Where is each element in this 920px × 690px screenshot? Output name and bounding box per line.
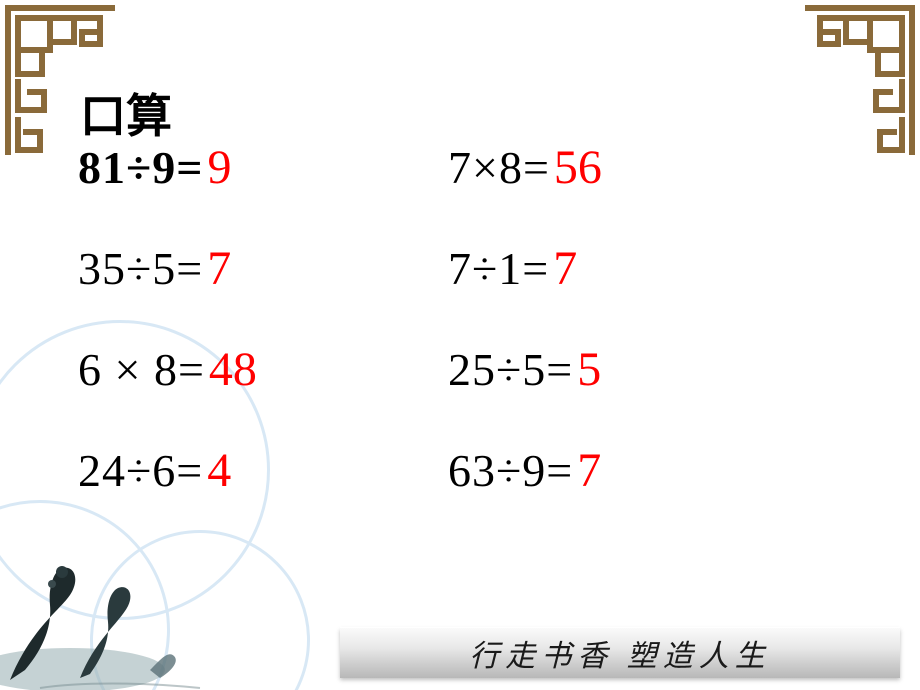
page-title: 口算 <box>80 80 172 146</box>
equation-cell: 25÷5= 5 <box>448 342 818 397</box>
equation-cell: 24÷6= 4 <box>78 443 448 498</box>
equation-cell: 81÷9= 9 <box>78 140 448 195</box>
footer-text: 行走书香 塑造人生 <box>469 631 771 675</box>
equation-answer: 4 <box>207 443 231 498</box>
equation-text: 81÷9= <box>78 141 203 194</box>
equation-answer: 48 <box>209 342 257 397</box>
bg-circle <box>90 530 310 690</box>
ink-painting-decoration <box>0 540 260 690</box>
equation-answer: 56 <box>554 140 602 195</box>
corner-ornament-top-right <box>800 0 920 160</box>
equation-text: 6 × 8= <box>78 343 205 396</box>
equation-text: 25÷5= <box>448 343 573 396</box>
equation-answer: 9 <box>207 140 231 195</box>
equation-row: 24÷6= 4 63÷9= 7 <box>78 443 858 498</box>
equation-text: 63÷9= <box>448 444 573 497</box>
equation-text: 35÷5= <box>78 242 203 295</box>
equation-row: 6 × 8= 48 25÷5= 5 <box>78 342 858 397</box>
equation-answer: 7 <box>553 241 577 296</box>
equation-row: 81÷9= 9 7×8= 56 <box>78 140 858 195</box>
equation-text: 7×8= <box>448 141 550 194</box>
equation-cell: 6 × 8= 48 <box>78 342 448 397</box>
equation-answer: 5 <box>577 342 601 397</box>
equations-grid: 81÷9= 9 7×8= 56 35÷5= 7 7÷1= 7 6 × 8= 48… <box>78 140 858 544</box>
equation-text: 24÷6= <box>78 444 203 497</box>
equation-cell: 35÷5= 7 <box>78 241 448 296</box>
equation-cell: 7÷1= 7 <box>448 241 818 296</box>
equation-answer: 7 <box>207 241 231 296</box>
equation-row: 35÷5= 7 7÷1= 7 <box>78 241 858 296</box>
equation-cell: 63÷9= 7 <box>448 443 818 498</box>
equation-answer: 7 <box>577 443 601 498</box>
footer-bar: 行走书香 塑造人生 <box>340 628 900 678</box>
equation-cell: 7×8= 56 <box>448 140 818 195</box>
equation-text: 7÷1= <box>448 242 549 295</box>
